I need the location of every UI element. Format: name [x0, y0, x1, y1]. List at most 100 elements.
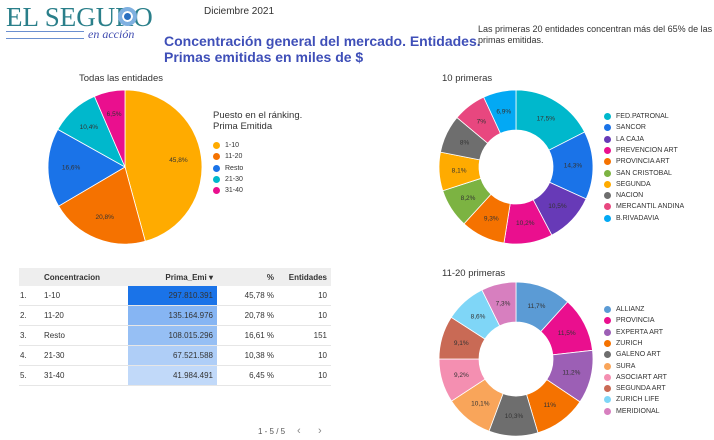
- row-concentracion: 21-30: [43, 345, 128, 366]
- legend-item[interactable]: SEGUNDA ART: [604, 383, 666, 394]
- legend-item[interactable]: MERIDIONAL: [604, 406, 660, 417]
- legend-item[interactable]: PROVINCIA ART: [604, 156, 670, 167]
- table-row[interactable]: 4. 21-30 67.521.588 10,38 % 10: [19, 345, 331, 366]
- row-concentracion: 1-10: [43, 286, 128, 306]
- row-entidades: 10: [278, 305, 331, 326]
- slice-label: 8%: [460, 139, 470, 146]
- col-pct[interactable]: %: [217, 268, 278, 286]
- legend-swatch: [213, 175, 220, 183]
- table-row[interactable]: 1. 1-10 297.810.391 45,78 % 10: [19, 286, 331, 306]
- slice-label: 11,2%: [562, 369, 580, 376]
- legend-item[interactable]: NACION: [604, 190, 643, 201]
- next-page-button[interactable]: ›: [318, 425, 322, 437]
- title-line-2: Primas emitidas en miles de $: [164, 49, 364, 65]
- legend-label: MERCANTIL ANDINA: [616, 203, 685, 211]
- slice-label: 10,5%: [548, 203, 567, 210]
- slice-label: 20,8%: [95, 214, 114, 221]
- legend-item[interactable]: GALENO ART: [604, 349, 661, 360]
- legend-item[interactable]: ZURICH: [604, 338, 642, 349]
- page-title: Concentración general del mercado. Entid…: [164, 33, 481, 65]
- legend-label: PROVINCIA ART: [616, 158, 670, 166]
- row-pct: 10,38 %: [217, 345, 278, 366]
- row-prima: 41.984.491: [128, 365, 217, 386]
- table-row[interactable]: 2. 11-20 135.164.976 20,78 % 10: [19, 305, 331, 326]
- legend-item[interactable]: MERCANTIL ANDINA: [604, 201, 684, 212]
- row-pct: 45,78 %: [217, 286, 278, 306]
- slice-label: 8,2%: [461, 195, 476, 202]
- legend-item[interactable]: 1-10: [213, 140, 239, 151]
- legend-label: ALLIANZ: [616, 306, 645, 313]
- report-date: Diciembre 2021: [204, 6, 275, 17]
- legend-label: ZURICH LIFE: [616, 396, 660, 404]
- row-prima: 297.810.391: [128, 286, 217, 306]
- legend-label: PROVINCIA: [616, 317, 655, 325]
- slice-label: 11,5%: [558, 330, 576, 337]
- legend-label: NACION: [616, 192, 644, 200]
- legend-swatch: [604, 306, 611, 313]
- legend-item[interactable]: SURA: [604, 361, 635, 372]
- legend-label: EXPERTA ART: [616, 328, 664, 336]
- legend-swatch: [604, 124, 611, 132]
- legend-label: Resto: [225, 164, 244, 172]
- legend-swatch: [213, 142, 220, 149]
- legend-item[interactable]: EXPERTA ART: [604, 327, 663, 338]
- legend-swatch: [213, 187, 220, 195]
- row-prima: 135.164.976: [128, 305, 217, 326]
- legend-item[interactable]: ZURICH LIFE: [604, 394, 659, 405]
- logo-lines: [6, 31, 84, 39]
- slice-label: 17,5%: [537, 115, 556, 122]
- legend-item[interactable]: FED.PATRONAL: [604, 111, 669, 122]
- slice-1-10[interactable]: [124, 89, 203, 242]
- row-index: 1.: [19, 286, 43, 306]
- slice-label: 8,6%: [471, 313, 486, 320]
- legend-label: PREVENCION ART: [616, 146, 678, 154]
- row-index: 5.: [19, 365, 43, 386]
- legend-swatch: [604, 373, 611, 381]
- legend-label: SURA: [616, 362, 636, 370]
- legend-label: 1-10: [225, 142, 240, 149]
- legend-item[interactable]: PREVENCION ART: [604, 145, 678, 156]
- col-concentracion[interactable]: Concentracion: [43, 268, 128, 286]
- slice-31-40[interactable]: [93, 89, 126, 168]
- table-row[interactable]: 5. 31-40 41.984.491 6,45 % 10: [19, 365, 331, 386]
- legend-item[interactable]: 21-30: [213, 174, 243, 185]
- col-entidades[interactable]: Entidades: [278, 268, 331, 286]
- slice-b-rivadavia[interactable]: [483, 89, 517, 134]
- legend-item[interactable]: ASOCIART ART: [604, 372, 667, 383]
- legend-label: B.RIVADAVIA: [616, 214, 659, 222]
- legend-label: 31-40: [225, 187, 243, 195]
- legend-item[interactable]: SEGUNDA: [604, 179, 651, 190]
- prev-page-button[interactable]: ‹: [297, 425, 301, 437]
- row-prima: 108.015.296: [128, 325, 217, 346]
- slice-label: 16,6%: [62, 165, 81, 172]
- legend-swatch: [604, 339, 611, 347]
- slice-label: 10,2%: [516, 220, 535, 227]
- legend-swatch: [604, 135, 611, 143]
- legend-item[interactable]: B.RIVADAVIA: [604, 213, 659, 224]
- chart-title-all: Todas las entidades: [79, 73, 163, 84]
- legend-item[interactable]: PROVINCIA: [604, 315, 655, 326]
- row-prima: 67.521.588: [128, 345, 217, 366]
- slice-label: 11,7%: [528, 303, 546, 310]
- slice-label: 6,5%: [107, 111, 122, 118]
- legend-item[interactable]: SAN CRISTOBAL: [604, 168, 672, 179]
- legend-item[interactable]: LA CAJA: [604, 134, 644, 145]
- legend-item[interactable]: SANCOR: [604, 122, 646, 133]
- legend-item[interactable]: 31-40: [213, 185, 243, 196]
- legend-label: ASOCIART ART: [616, 373, 667, 381]
- table-row[interactable]: 3. Resto 108.015.296 16,61 % 151: [19, 325, 331, 346]
- slice-label: 10,4%: [80, 124, 99, 131]
- legend-label: MERIDIONAL: [616, 407, 660, 415]
- row-pct: 20,78 %: [217, 305, 278, 326]
- legend-item[interactable]: 11-20: [213, 151, 242, 162]
- legend-item[interactable]: Resto: [213, 163, 243, 174]
- col-prima-emi[interactable]: Prima_Emi ▾: [128, 268, 217, 286]
- slice-meridional[interactable]: [481, 281, 517, 327]
- row-entidades: 10: [278, 345, 331, 366]
- legend-item[interactable]: ALLIANZ: [604, 304, 644, 315]
- legend-swatch: [604, 146, 611, 154]
- row-index: 2.: [19, 305, 43, 326]
- legend-label: ZURICH: [616, 339, 643, 347]
- legend-swatch: [604, 385, 611, 393]
